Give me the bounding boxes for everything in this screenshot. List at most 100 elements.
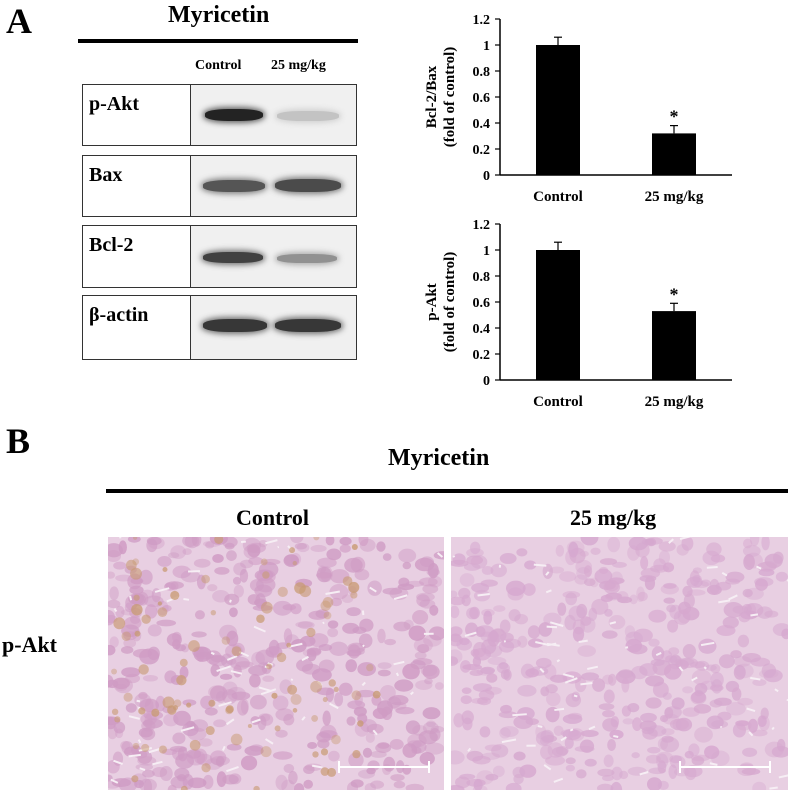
- brown-stain-spot: [205, 726, 215, 736]
- cell: [319, 724, 337, 741]
- cell: [599, 558, 618, 566]
- brown-stain-spot: [201, 763, 211, 773]
- tissue-gap: [265, 738, 274, 745]
- cell: [359, 618, 374, 632]
- cell: [412, 609, 429, 625]
- tissue-gap: [110, 778, 119, 784]
- cell: [559, 571, 577, 582]
- cell: [647, 746, 661, 754]
- brown-stain-spot: [289, 547, 296, 554]
- tissue-gap: [691, 676, 698, 682]
- blot-row-p-akt: p-Akt: [82, 84, 357, 146]
- cell: [262, 675, 275, 682]
- cell: [193, 558, 211, 568]
- bar: [536, 250, 580, 380]
- cell: [167, 552, 180, 559]
- cell: [429, 728, 441, 742]
- tissue-gap: [512, 713, 527, 717]
- blot-row-bcl2: Bcl-2: [82, 225, 357, 288]
- cell: [120, 646, 134, 654]
- cell: [424, 677, 433, 685]
- cell: [498, 711, 518, 719]
- cell: [713, 697, 732, 706]
- cell: [113, 561, 127, 570]
- cell: [288, 770, 298, 785]
- cell: [316, 557, 337, 568]
- brown-stain-spot: [348, 581, 360, 593]
- cell: [384, 638, 396, 646]
- brown-stain-spot: [320, 600, 331, 611]
- tissue-gap: [578, 639, 588, 643]
- brown-stain-spot: [170, 590, 180, 600]
- cell: [737, 697, 753, 706]
- cell: [405, 783, 425, 790]
- cell: [657, 760, 667, 774]
- cell: [535, 657, 552, 669]
- cell: [430, 725, 444, 733]
- brown-stain-spot: [287, 684, 298, 695]
- brown-stain-spot: [292, 708, 298, 713]
- cell: [166, 633, 182, 647]
- cell: [434, 682, 444, 690]
- cell: [581, 672, 600, 681]
- cell: [611, 766, 623, 781]
- cell: [485, 773, 499, 781]
- cell: [142, 718, 163, 729]
- cell: [172, 565, 192, 579]
- cell: [501, 638, 522, 649]
- tissue-gap: [301, 655, 309, 662]
- cell: [328, 750, 340, 762]
- cell: [602, 674, 614, 685]
- y-tick-label: 1: [483, 39, 490, 54]
- cell: [640, 556, 649, 570]
- cell: [272, 751, 293, 760]
- cell: [475, 625, 495, 637]
- cell: [354, 693, 363, 706]
- cell: [691, 669, 712, 686]
- tissue-gap: [501, 738, 517, 744]
- cell: [451, 605, 460, 619]
- cell: [173, 710, 191, 726]
- y-tick-label: 0.2: [473, 143, 491, 158]
- cell: [669, 718, 689, 731]
- cell: [574, 574, 588, 585]
- cell: [516, 548, 528, 557]
- cell: [542, 563, 553, 579]
- cell: [329, 641, 349, 656]
- blot-gel: [191, 85, 356, 145]
- cell: [233, 664, 242, 678]
- cell: [357, 769, 376, 779]
- brown-stain-spot: [186, 702, 192, 708]
- tissue-gap: [679, 537, 693, 540]
- tissue-gap: [265, 539, 278, 545]
- cell: [108, 674, 114, 688]
- cell: [670, 755, 686, 769]
- cell: [272, 600, 293, 616]
- cell: [147, 624, 162, 637]
- cell: [580, 730, 599, 738]
- cell: [182, 537, 198, 547]
- tissue-gap: [119, 537, 122, 539]
- cell: [636, 586, 645, 603]
- cell: [451, 656, 459, 666]
- cell: [109, 586, 119, 601]
- cell: [682, 643, 696, 659]
- cell: [730, 650, 742, 659]
- cell: [460, 695, 472, 705]
- cell: [650, 659, 665, 667]
- tissue-gap: [580, 682, 593, 686]
- cell: [318, 659, 335, 673]
- cell: [422, 721, 439, 735]
- brown-stain-spot: [260, 601, 273, 614]
- cell: [459, 573, 475, 587]
- cell: [716, 624, 736, 637]
- x-tick-label: Control: [533, 394, 583, 410]
- cell: [142, 769, 155, 778]
- cell: [632, 717, 642, 731]
- cell: [283, 713, 295, 726]
- brown-stain-spot: [130, 567, 142, 580]
- cell: [461, 687, 472, 694]
- cell: [248, 665, 268, 676]
- cell: [426, 720, 436, 728]
- brown-stain-spot: [313, 537, 320, 541]
